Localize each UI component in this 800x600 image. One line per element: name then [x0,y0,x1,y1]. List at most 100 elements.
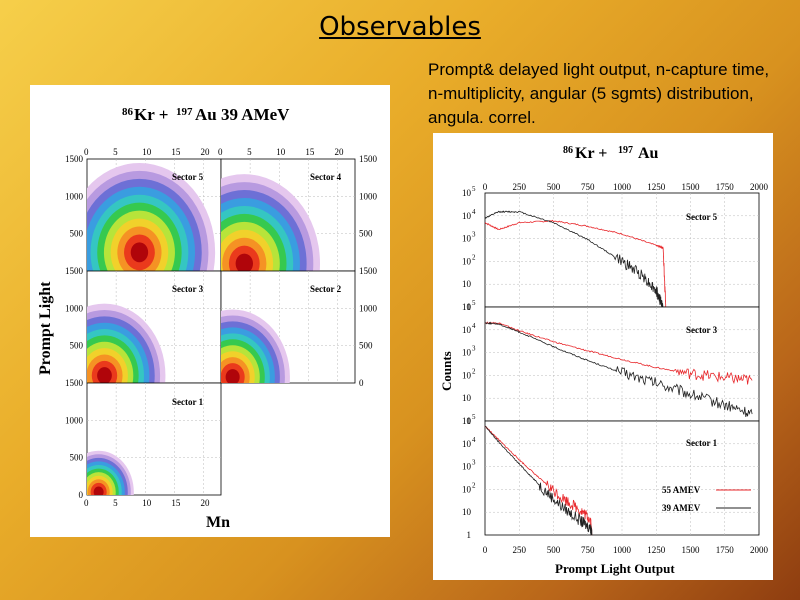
x-tick-label-bottom: 15 [171,498,181,508]
spectra-figure: 86 Kr + 197 Au Counts Prompt Light Outpu… [439,145,769,576]
log-tick-label: 1 [467,530,472,540]
x-tick-label-bottom: 500 [547,545,561,555]
y-tick-label: 1500 [65,378,84,388]
spectrum-series-red [484,321,753,385]
spectrum-series-red [484,219,667,308]
x-tick-label-top: 5 [113,147,118,157]
log-tick-exponent: 3 [472,231,476,239]
log-tick-exponent: 3 [472,459,476,467]
y-tick-label-right: 0 [359,378,364,388]
right-title-mass-kr: 86 [563,145,573,156]
right-ylabel: Counts [439,351,454,391]
x-tick-label-bottom: 750 [581,545,595,555]
x-tick-label-top: 5 [247,147,252,157]
log-tick-label: 10 [462,325,472,335]
log-tick-label: 10 [462,256,472,266]
x-tick-label-top: 250 [513,182,527,192]
heatmap-contour [225,369,240,383]
y-tick-label: 0 [79,490,84,500]
x-tick-label-top: 1750 [716,182,735,192]
log-tick-exponent: 5 [472,413,476,421]
heatmap-density [87,303,166,383]
spectrum-series-black [484,425,593,536]
y-tick-label: 1000 [65,303,84,313]
heatmap-density [221,309,290,383]
log-tick-exponent: 5 [472,185,476,193]
log-tick-exponent: 4 [472,208,476,216]
label-sector2: Sector 2 [310,284,342,294]
y-tick-label: 500 [70,229,84,239]
log-tick-label: 10 [462,348,472,358]
log-tick-label: 10 [462,370,472,380]
log-tick-exponent: 4 [472,436,476,444]
right-title-kr: Kr + [575,145,607,162]
label-r-sector1: Sector 1 [686,438,718,448]
slide-subtitle: Prompt& delayed light output, n-capture … [428,60,770,127]
label-r-sector5: Sector 5 [686,212,718,222]
log-tick-label: 10 [462,462,472,472]
x-tick-label-bottom: 250 [513,545,527,555]
log-tick-exponent: 2 [472,481,476,489]
y-tick-label-right: 1000 [359,303,378,313]
x-tick-label-bottom: 5 [113,498,118,508]
x-tick-label-bottom: 1250 [647,545,666,555]
log-tick-exponent: 5 [472,299,476,307]
left-figure-panel: 86 Kr + 197 Au 39 AMeV Prompt Light Mn 0… [30,85,390,537]
heatmap-density [87,450,134,495]
x-tick-label-top: 1250 [647,182,666,192]
slide-title: Observables [319,12,481,42]
log-tick-label: 10 [462,393,472,403]
log-tick-label: 10 [462,507,472,517]
spectrum-series-black [484,321,753,417]
left-title-au: Au 39 AMeV [195,105,290,124]
heatmap-density [87,163,216,271]
x-tick-label-bottom: 10 [142,498,152,508]
log-tick-exponent: 2 [472,253,476,261]
y-tick-label: 1500 [65,266,84,276]
y-tick-label: 500 [70,453,84,463]
heatmap-contour [93,486,104,495]
heatmap-figure: 86 Kr + 197 Au 39 AMeV Prompt Light Mn 0… [37,105,378,531]
right-xlabel: Prompt Light Output [555,561,675,576]
log-tick-label: 10 [462,279,472,289]
log-tick-label: 10 [462,234,472,244]
y-tick-label-right: 1500 [359,266,378,276]
x-tick-label-top: 750 [581,182,595,192]
y-tick-label: 1500 [65,154,84,164]
log-tick-label: 10 [462,211,472,221]
x-tick-label-top: 0 [218,147,223,157]
right-title-au: Au [638,145,659,162]
log-tick-exponent: 3 [472,345,476,353]
x-tick-label-top: 10 [142,147,152,157]
y-tick-label-right: 500 [359,229,373,239]
label-sector5: Sector 5 [172,172,204,182]
log-tick-label: 1 [467,416,472,426]
left-xlabel: Mn [206,514,230,531]
x-tick-label-top: 10 [276,147,286,157]
x-tick-label-top: 15 [171,147,181,157]
log-tick-label: 10 [462,439,472,449]
x-tick-label-top: 1000 [613,182,632,192]
x-tick-label-bottom: 1750 [716,545,735,555]
label-sector1: Sector 1 [172,397,204,407]
x-tick-label-bottom: 20 [201,498,211,508]
heatmap-contour [97,367,112,383]
right-title-mass-au: 197 [618,145,633,156]
log-tick-exponent: 2 [472,367,476,375]
log-tick-exponent: 4 [472,322,476,330]
log-tick-label: 10 [462,416,472,426]
label-sector4: Sector 4 [310,172,342,182]
x-tick-label-bottom: 2000 [750,545,769,555]
y-tick-label-right: 1000 [359,191,378,201]
x-tick-label-top: 20 [201,147,211,157]
log-tick-label: 1 [467,302,472,312]
legend: 55 AMEV 39 AMEV [662,485,751,513]
x-tick-label-bottom: 0 [483,545,488,555]
left-ylabel: Prompt Light [37,281,54,375]
y-tick-label: 1000 [65,191,84,201]
x-tick-label-bottom: 0 [84,498,89,508]
heatmap-contour [130,242,149,263]
x-tick-label-top: 0 [84,147,89,157]
x-tick-label-top: 1500 [682,182,701,192]
